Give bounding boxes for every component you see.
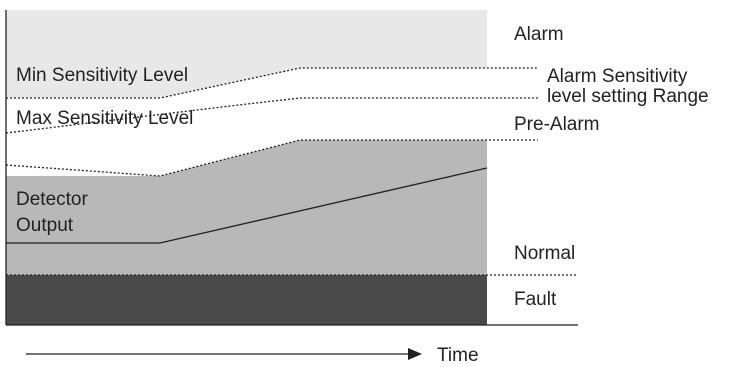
- time-label: Time: [437, 345, 479, 366]
- detector-output-line: [6, 167, 488, 244]
- min-sensitivity-line: [6, 67, 538, 99]
- normal-zone: [6, 140, 487, 275]
- sensitivity-band: [6, 68, 487, 98]
- alarm-zone: [6, 10, 487, 98]
- detector-output-label-1: Detector: [16, 189, 88, 210]
- alarm-range-label-1: Alarm Sensitivity: [547, 66, 688, 87]
- max-sensitivity-label: Max Sensitivity Level: [16, 108, 193, 129]
- pre-alarm-label: Pre-Alarm: [514, 114, 600, 135]
- normal-label: Normal: [514, 243, 575, 264]
- max-sensitivity-line: [5, 97, 538, 134]
- alarm-label: Alarm: [514, 24, 564, 45]
- time-arrow-head-icon: [408, 348, 422, 360]
- pre-alarm-zone: [6, 98, 487, 176]
- pre-alarm-line: [5, 139, 538, 177]
- detector-output-label-2: Output: [16, 215, 74, 236]
- min-sensitivity-label: Min Sensitivity Level: [16, 65, 188, 86]
- fault-zone: [6, 275, 487, 325]
- fault-label: Fault: [514, 289, 557, 310]
- alarm-range-label-2: level setting Range: [547, 86, 709, 107]
